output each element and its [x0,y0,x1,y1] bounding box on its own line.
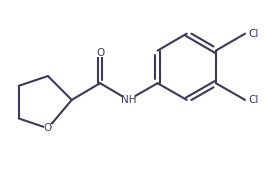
Text: Cl: Cl [248,29,259,39]
Text: NH: NH [121,95,136,105]
Text: O: O [96,48,104,58]
Text: O: O [44,123,52,133]
FancyBboxPatch shape [44,124,52,133]
FancyBboxPatch shape [122,95,135,105]
FancyBboxPatch shape [96,48,104,57]
FancyBboxPatch shape [246,29,261,38]
FancyBboxPatch shape [246,95,261,105]
Text: Cl: Cl [248,95,259,105]
